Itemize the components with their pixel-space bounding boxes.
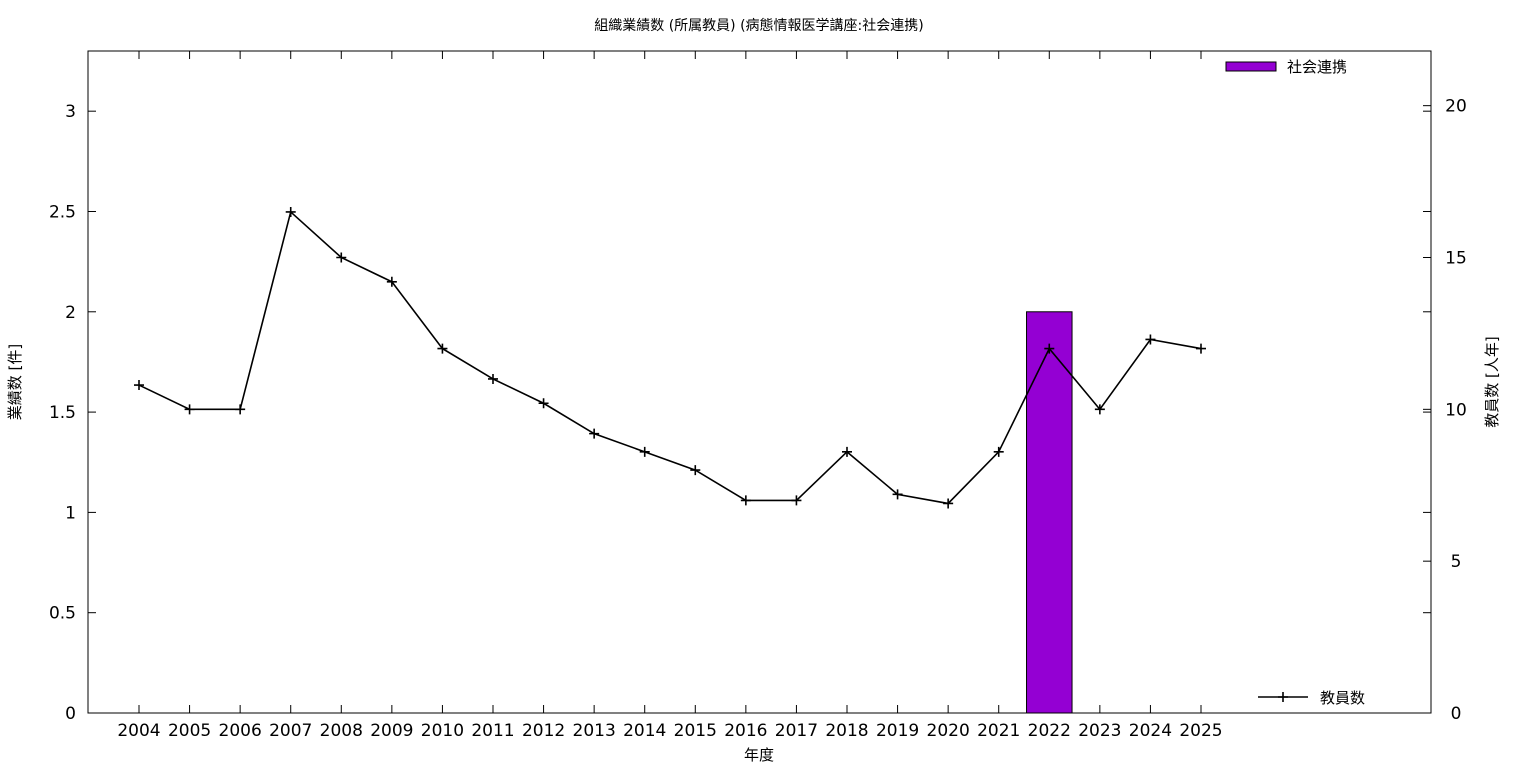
plot-frame (87, 50, 1432, 714)
y-tick-label: 0 (65, 704, 76, 724)
line-point-2024 (1145, 334, 1156, 345)
line-point-2006 (235, 404, 246, 415)
line-point-2022 (1044, 343, 1055, 354)
line-point-2009 (386, 276, 397, 287)
y2-axis-ticks: 0 5 10 15 20 (1423, 97, 1467, 724)
line-point-2015 (690, 465, 701, 476)
legend-bar-label: 社会連携 (1287, 58, 1347, 76)
line-point-2023 (1094, 404, 1105, 415)
x-tick-label: 2014 (623, 721, 666, 741)
line-point-2007 (285, 206, 296, 217)
line-point-2014 (639, 446, 650, 457)
y-tick-label: 1 (65, 503, 76, 523)
y-tick-label: 2 (65, 303, 76, 323)
x-tick-label: 2023 (1078, 721, 1121, 741)
x-axis-title: 年度 (744, 746, 774, 764)
bar-series (1026, 311, 1073, 714)
y-tick-label: 3 (65, 102, 76, 122)
x-tick-label: 2015 (674, 721, 717, 741)
line-point-2008 (336, 252, 347, 263)
x-tick-label: 2008 (320, 721, 363, 741)
x-tick-label: 2005 (168, 721, 211, 741)
x-tick-label: 2004 (117, 721, 160, 741)
x-tick-label: 2022 (1028, 721, 1071, 741)
y2-tick-label: 15 (1445, 248, 1467, 268)
line-point-2011 (488, 373, 498, 384)
x-tick-label: 2007 (269, 721, 312, 741)
line-point-2005 (184, 404, 195, 415)
x-tick-label: 2017 (775, 721, 818, 741)
line-point-2017 (791, 495, 802, 506)
y2-tick-label: 20 (1445, 97, 1467, 117)
line-point-2020 (943, 498, 954, 509)
y2-tick-label: 0 (1451, 704, 1462, 724)
x-tick-label: 2021 (977, 721, 1020, 741)
legend-line: 教員数 (1258, 689, 1365, 707)
x-tick-label: 2006 (219, 721, 262, 741)
y-tick-label: 2.5 (49, 202, 76, 222)
y2-tick-label: 10 (1445, 400, 1467, 420)
y-axis-title: 業績数 [件] (6, 344, 24, 420)
line-point-2004 (134, 380, 144, 391)
line-point-2018 (842, 446, 852, 457)
x-axis-ticks: 2004 2005 2006 2007 2008 2009 2010 2011 2012 2013… (117, 51, 1223, 741)
y2-tick-label: 5 (1451, 552, 1462, 572)
line-point-2013 (589, 428, 600, 439)
line-path (138, 210, 1202, 505)
legend-bar-swatch (1225, 61, 1277, 72)
line-point-2021 (993, 446, 1004, 457)
y-axis-ticks: 0 0.5 1 1.5 2 2.5 3 (49, 102, 1431, 724)
bar-2022 (1026, 311, 1073, 714)
x-tick-label: 2011 (471, 721, 514, 741)
line-point-2012 (538, 398, 549, 409)
x-tick-label: 2018 (825, 721, 868, 741)
x-tick-label: 2009 (370, 721, 413, 741)
y-tick-label: 0.5 (49, 604, 76, 624)
legend-line-marker (1278, 692, 1288, 702)
x-tick-label: 2020 (927, 721, 970, 741)
x-tick-label: 2024 (1129, 721, 1172, 741)
line-series (134, 206, 1206, 509)
line-point-2025 (1196, 343, 1206, 354)
y2-axis-title: 教員数 [人年] (1483, 336, 1501, 427)
chart-title: 組織業績数 (所属教員) (病態情報医学講座:社会連携) (594, 18, 923, 34)
x-tick-label: 2016 (724, 721, 767, 741)
x-tick-label: 2025 (1179, 721, 1222, 741)
x-tick-label: 2019 (876, 721, 919, 741)
line-point-2019 (892, 489, 903, 500)
x-tick-label: 2013 (573, 721, 616, 741)
line-point-2010 (437, 343, 448, 354)
x-tick-label: 2010 (421, 721, 464, 741)
legend-line-label: 教員数 (1320, 689, 1365, 707)
legend-bar: 社会連携 (1225, 58, 1347, 76)
line-point-2016 (740, 495, 751, 506)
x-tick-label: 2012 (522, 721, 565, 741)
y-tick-label: 1.5 (49, 403, 76, 423)
